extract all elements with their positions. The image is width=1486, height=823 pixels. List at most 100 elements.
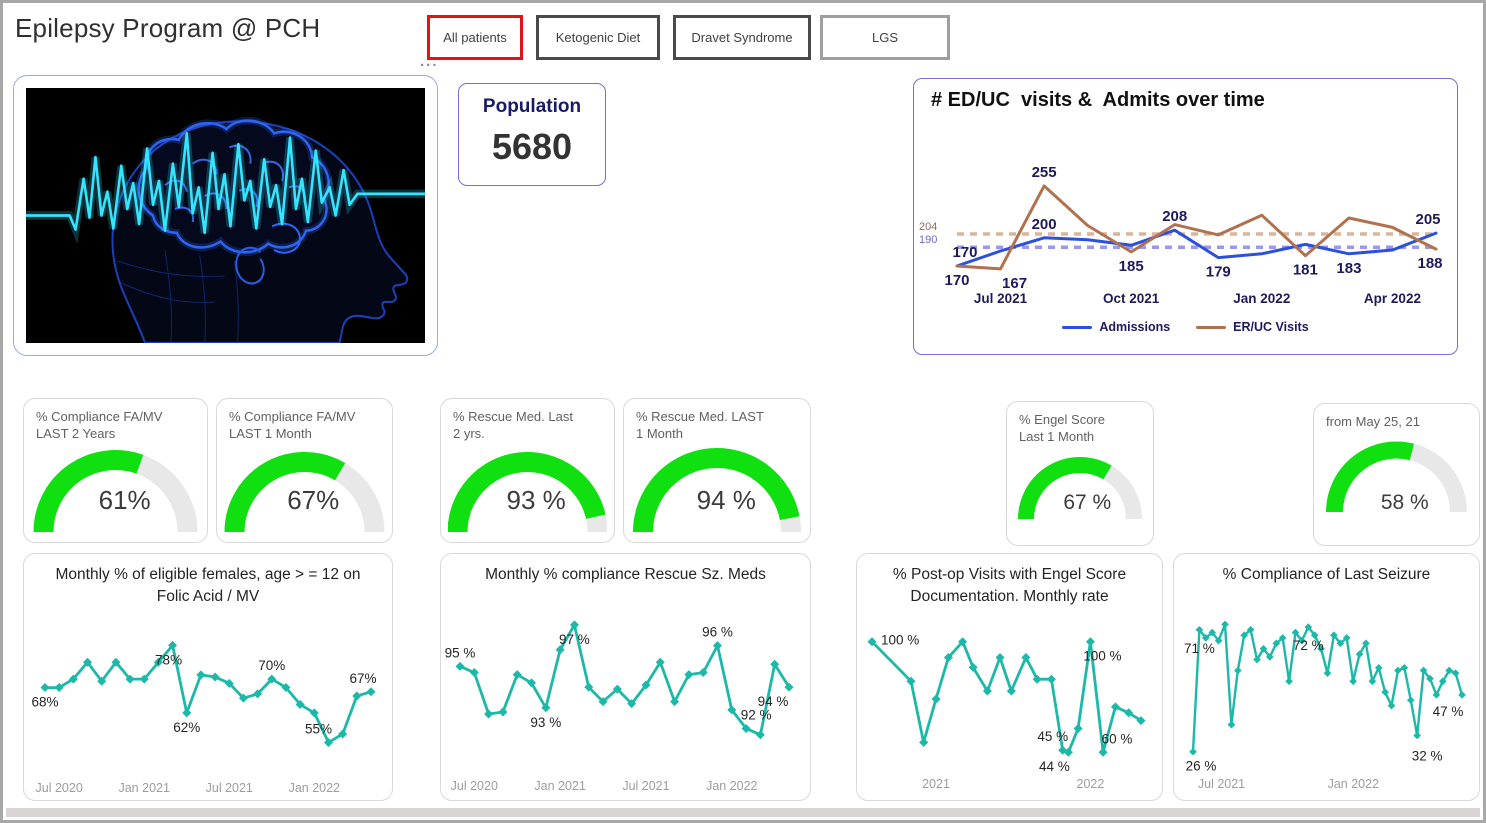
gauge-card-rescue-med-1mo: % Rescue Med. LAST 1 Month 94 % <box>623 398 811 543</box>
svg-text:Jan 2022: Jan 2022 <box>1233 291 1290 306</box>
ed-uc-chart-title: # ED/UC visits & Admits over time <box>931 89 1265 111</box>
svg-text:205: 205 <box>1415 211 1440 228</box>
filter-lgs[interactable]: LGS <box>820 15 950 60</box>
svg-text:208: 208 <box>1162 208 1187 225</box>
filter-all-patients[interactable]: All patients <box>427 15 523 60</box>
svg-text:188: 188 <box>1417 255 1442 272</box>
engel-doc-chart-card: % Post-op Visits with Engel Score Docume… <box>856 553 1163 801</box>
svg-text:2022: 2022 <box>1077 777 1105 791</box>
brain-image-card <box>13 75 438 356</box>
svg-text:Jul 2020: Jul 2020 <box>451 779 498 793</box>
population-label: Population <box>482 96 582 117</box>
svg-text:170: 170 <box>952 244 977 261</box>
svg-text:183: 183 <box>1336 260 1361 277</box>
svg-text:181: 181 <box>1293 262 1318 279</box>
gauge-value: 58 % <box>1380 491 1429 514</box>
eeg-waveform <box>26 131 425 235</box>
gauge-title: % Engel Score Last 1 Month <box>1019 412 1105 444</box>
svg-text:185: 185 <box>1119 258 1144 275</box>
gauge-card-compliance-famv-2yr: % Compliance FA/MV LAST 2 Years 61% <box>23 398 208 543</box>
gauge-arc[interactable] <box>1321 430 1472 514</box>
gauge-arc[interactable] <box>631 442 803 534</box>
svg-text:55%: 55% <box>305 721 332 736</box>
svg-text:2021: 2021 <box>922 777 950 791</box>
svg-text:204: 204 <box>919 221 937 233</box>
gauge-title: % Compliance FA/MV LAST 2 Years <box>36 409 163 441</box>
svg-text:Jan 2021: Jan 2021 <box>534 779 585 793</box>
svg-text:70%: 70% <box>258 658 285 673</box>
svg-text:78%: 78% <box>155 652 182 667</box>
gauge-card-compliance-famv-1mo: % Compliance FA/MV LAST 1 Month 67% <box>216 398 393 543</box>
gauge-arc[interactable] <box>448 442 607 534</box>
svg-text:Jul 2021: Jul 2021 <box>206 781 253 795</box>
svg-text:68%: 68% <box>31 695 58 710</box>
folic-acid-chart-title: Monthly % of eligible females, age > = 1… <box>55 566 361 605</box>
gauge-arc[interactable] <box>224 442 385 534</box>
gauge-card-from-may-25: from May 25, 21 58 % <box>1313 403 1480 546</box>
legend-label-eruc-visits: ER/UC Visits <box>1233 320 1309 334</box>
engel-doc-chart[interactable]: 2021 2022 100 % 45 % 44 % 100 % 60 % <box>858 608 1161 798</box>
rescue-meds-chart[interactable]: Jul 2020 Jan 2021 Jul 2021 Jan 2022 95 % 93 %… <box>442 586 809 798</box>
engel-doc-chart-title: % Post-op Visits with Engel Score Docume… <box>892 566 1127 605</box>
svg-text:190: 190 <box>919 234 937 246</box>
filter-dravet-syndrome[interactable]: Dravet Syndrome <box>673 15 811 60</box>
svg-text:97 %: 97 % <box>559 632 590 647</box>
svg-text:167: 167 <box>1002 275 1027 292</box>
svg-text:Jul 2021: Jul 2021 <box>622 779 669 793</box>
svg-text:Jan 2022: Jan 2022 <box>706 779 757 793</box>
last-seizure-chart[interactable]: Jul 2021 Jan 2022 26 % 71 % 72 % 32 % 47 % <box>1175 586 1478 798</box>
eruc-visits-line-swatch <box>1196 325 1227 329</box>
gauge-title: % Compliance FA/MV LAST 1 Month <box>229 409 356 441</box>
head-outline <box>111 120 409 343</box>
svg-text:71 %: 71 % <box>1184 641 1215 656</box>
window-edge <box>6 808 1480 817</box>
chart-legend: Admissions ER/UC Visits <box>917 320 1454 334</box>
svg-text:26 %: 26 % <box>1186 759 1217 774</box>
svg-text:96 %: 96 % <box>702 625 733 640</box>
gauge-value: 67% <box>287 485 340 515</box>
brain-outline <box>137 119 330 254</box>
svg-text:170: 170 <box>944 272 969 289</box>
admissions-line-swatch <box>1062 325 1093 329</box>
gauge-card-engel-score-1mo: % Engel Score Last 1 Month 67 % <box>1006 401 1154 546</box>
gauge-card-rescue-med-2yr: % Rescue Med. Last 2 yrs. 93 % <box>440 398 615 543</box>
svg-text:255: 255 <box>1032 164 1057 181</box>
svg-text:Jul 2021: Jul 2021 <box>1198 777 1245 791</box>
ed-uc-admits-card: # ED/UC visits & Admits over time 204 190… <box>913 78 1458 355</box>
gauge-value: 61% <box>98 485 151 515</box>
cerebellum <box>271 222 301 254</box>
more-options-icon[interactable]: ... <box>420 53 439 70</box>
brain-eeg-image <box>26 88 425 343</box>
ear-outline <box>235 246 265 285</box>
gauge-arc[interactable] <box>1014 445 1146 521</box>
svg-text:44 %: 44 % <box>1039 759 1070 774</box>
filter-ketogenic-diet[interactable]: Ketogenic Diet <box>536 15 660 60</box>
svg-text:Jan 2021: Jan 2021 <box>118 781 169 795</box>
folic-acid-chart-card: Monthly % of eligible females, age > = 1… <box>23 553 393 801</box>
svg-text:Jul 2021: Jul 2021 <box>974 291 1028 306</box>
svg-text:Apr 2022: Apr 2022 <box>1364 291 1421 306</box>
svg-text:94 %: 94 % <box>758 694 789 709</box>
svg-text:200: 200 <box>1032 216 1057 233</box>
svg-text:100 %: 100 % <box>1083 649 1121 664</box>
svg-text:60 %: 60 % <box>1102 732 1133 747</box>
gauge-title: % Rescue Med. Last 2 yrs. <box>453 409 573 441</box>
rescue-meds-chart-title: Monthly % compliance Rescue Sz. Meds <box>485 566 766 583</box>
legend-item-eruc-visits[interactable]: ER/UC Visits <box>1196 320 1309 334</box>
last-seizure-chart-title: % Compliance of Last Seizure <box>1222 566 1431 583</box>
gauge-value: 93 % <box>506 485 566 515</box>
legend-item-admissions[interactable]: Admissions <box>1062 320 1170 334</box>
svg-text:100 %: 100 % <box>881 633 919 648</box>
svg-text:47 %: 47 % <box>1433 704 1464 719</box>
folic-acid-chart[interactable]: Jul 2020 Jan 2021 Jul 2021 Jan 2022 68% 78% 62… <box>25 608 391 800</box>
legend-label-admissions: Admissions <box>1099 320 1171 334</box>
population-value: 5680 <box>491 126 573 167</box>
gauge-arc[interactable] <box>31 442 200 534</box>
gauge-value: 67 % <box>1063 491 1112 514</box>
gauge-value: 94 % <box>696 485 756 515</box>
svg-text:45 %: 45 % <box>1037 729 1068 744</box>
last-seizure-chart-card: % Compliance of Last Seizure Jul 2021 Jan… <box>1173 553 1480 801</box>
svg-text:95 %: 95 % <box>445 645 476 660</box>
